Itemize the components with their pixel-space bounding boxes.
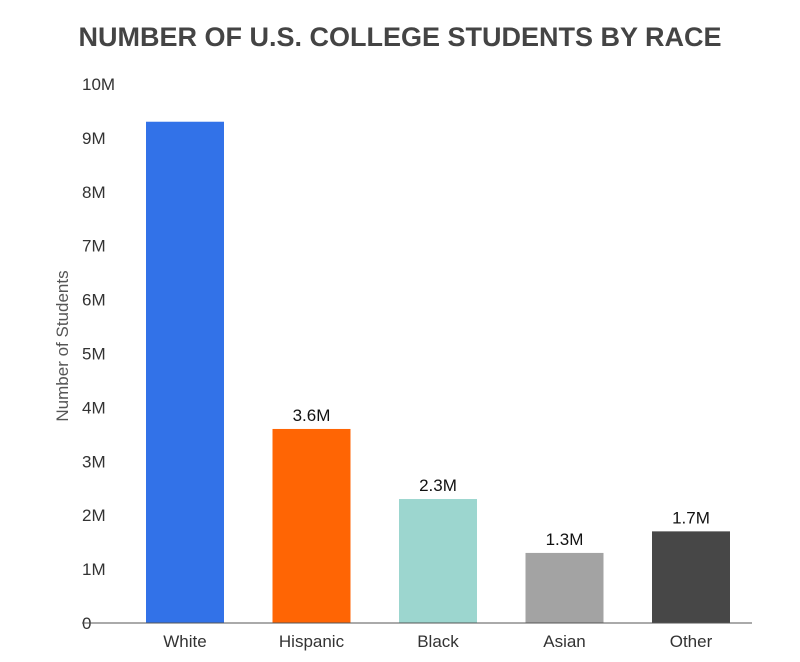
y-tick-label: 3M bbox=[82, 452, 106, 471]
y-axis-label: Number of Students bbox=[53, 270, 72, 421]
x-tick-label: White bbox=[163, 632, 206, 651]
x-tick-label: Black bbox=[417, 632, 459, 651]
y-tick-label: 10M bbox=[82, 75, 115, 94]
bar-white bbox=[146, 121, 224, 623]
y-tick-label: 7M bbox=[82, 237, 106, 256]
data-label: 1.3M bbox=[546, 530, 584, 549]
bar-asian bbox=[525, 552, 604, 623]
x-tick-label: Asian bbox=[543, 632, 586, 651]
data-label: 3.6M bbox=[293, 406, 331, 425]
y-tick-label: 4M bbox=[82, 398, 106, 417]
x-axis: White Hispanic Black Asian Other bbox=[163, 632, 712, 651]
bars-group bbox=[146, 121, 730, 623]
bar-other bbox=[652, 531, 730, 623]
x-tick-label: Other bbox=[670, 632, 713, 651]
y-tick-label: 1M bbox=[82, 560, 106, 579]
y-tick-label: 2M bbox=[82, 506, 106, 525]
y-tick-label: 5M bbox=[82, 345, 106, 364]
data-labels-group: 3.6M 2.3M 1.3M 1.7M bbox=[293, 406, 710, 549]
x-tick-label: Hispanic bbox=[279, 632, 345, 651]
y-tick-label: 6M bbox=[82, 291, 106, 310]
y-tick-label: 9M bbox=[82, 129, 106, 148]
bar-black bbox=[399, 499, 477, 623]
data-label: 2.3M bbox=[419, 476, 457, 495]
data-label: 1.7M bbox=[672, 508, 710, 527]
chart-title: NUMBER OF U.S. COLLEGE STUDENTS BY RACE bbox=[78, 22, 721, 52]
y-tick-label: 8M bbox=[82, 183, 106, 202]
bar-hispanic bbox=[272, 428, 351, 623]
